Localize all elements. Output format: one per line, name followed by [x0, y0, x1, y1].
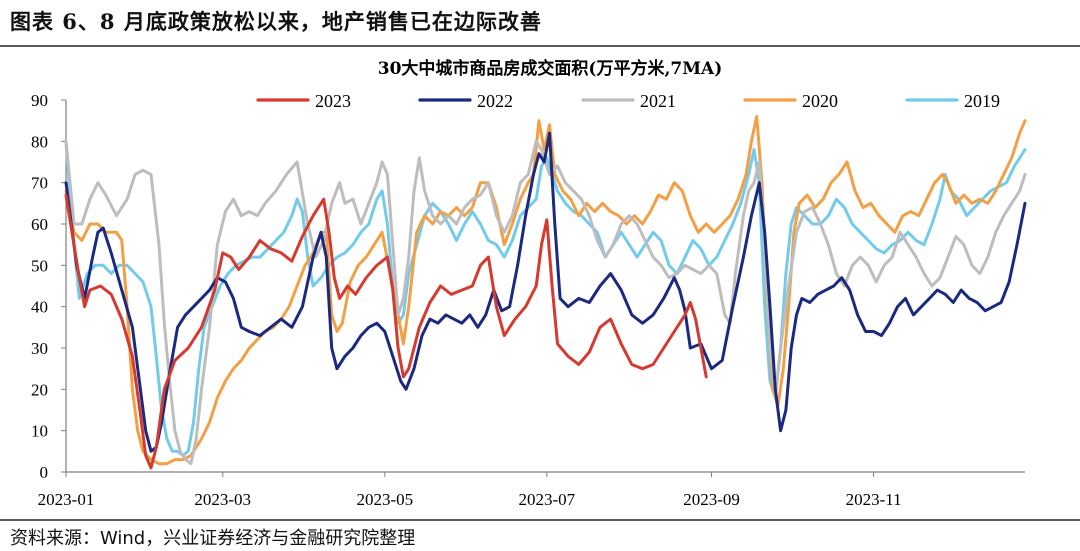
y-tick-label: 70 — [31, 174, 48, 193]
chart-title: 30大中城市商品房成交面积(万平方米,7MA) — [378, 58, 723, 79]
legend-label: 2021 — [640, 91, 676, 111]
chart-series — [64, 115, 1027, 470]
legend-label: 2022 — [477, 91, 513, 111]
series-line-2023 — [64, 193, 708, 470]
legend-label: 2023 — [315, 91, 351, 111]
series-line-2020 — [64, 115, 1027, 466]
line-chart: 30大中城市商品房成交面积(万平方米,7MA) 2023 2022 2021 2020… — [31, 58, 1027, 509]
y-tick-label: 60 — [31, 215, 48, 234]
source-divider — [0, 519, 1080, 521]
x-tick-label: 2023-01 — [38, 490, 95, 509]
title-divider — [0, 45, 1080, 47]
y-tick-label: 90 — [31, 91, 48, 110]
y-tick-label: 40 — [31, 298, 48, 317]
y-tick-label: 80 — [31, 132, 48, 151]
y-tick-label: 10 — [31, 422, 48, 441]
x-tick-label: 2023-05 — [356, 490, 413, 509]
series-line-2022 — [64, 131, 1027, 453]
y-tick-label: 50 — [31, 256, 48, 275]
y-tick-label: 0 — [40, 463, 49, 482]
legend-label: 2020 — [802, 91, 838, 111]
legend-label: 2019 — [964, 91, 1000, 111]
series-line-2021 — [64, 139, 1027, 466]
x-tick-label: 2023-11 — [846, 490, 902, 509]
x-tick-label: 2023-07 — [518, 490, 575, 509]
x-tick-label: 2023-03 — [194, 490, 251, 509]
x-tick-label: 2023-09 — [683, 490, 740, 509]
y-tick-label: 30 — [31, 339, 48, 358]
series-line-2019 — [64, 139, 1027, 457]
source-note: 资料来源：Wind，兴业证券经济与金融研究院整理 — [10, 528, 416, 549]
y-tick-label: 20 — [31, 380, 48, 399]
figure-title: 图表 6、8 月底政策放松以来，地产销售已在边际改善 — [10, 9, 542, 34]
chart-legend: 2023 2022 2021 2020 2019 — [256, 91, 1000, 111]
